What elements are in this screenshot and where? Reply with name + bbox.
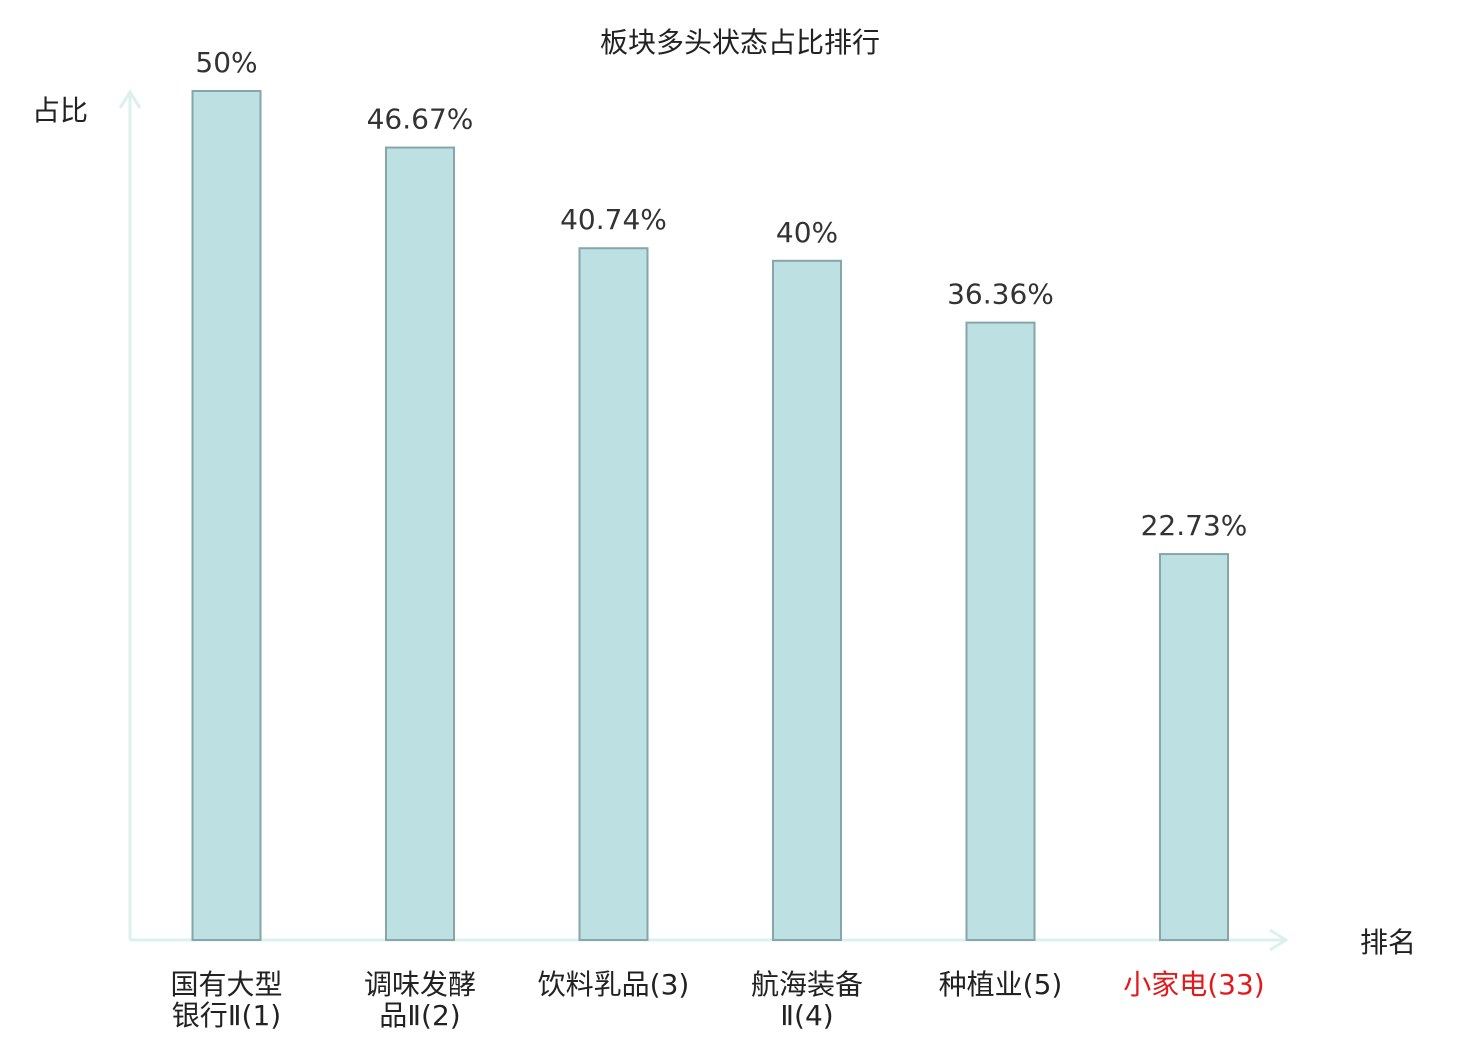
x-axis-label: 排名 [1360,926,1416,959]
category-label-line: 品Ⅱ(2) [379,999,460,1032]
y-axis-arrow [118,89,142,109]
category-label-line: 饮料乳品(3) [538,968,690,1001]
category-label-line: 种植业(5) [939,968,1063,1001]
category-label: 航海装备 Ⅱ(4) [751,968,863,1032]
bar [578,247,649,941]
y-axis: 占比 [32,89,142,940]
category-label-line: Ⅱ(4) [780,999,833,1032]
bar [772,259,842,941]
data-label: 40% [776,216,838,249]
data-label: 22.73% [1141,509,1248,542]
bar [965,321,1036,942]
bar [191,90,262,941]
data-label: 46.67% [367,103,474,136]
category-label: 小家电(33) [1123,968,1264,1001]
value-labels: 50% 46.67% 40.74% 40% 36.36% 22.73% [195,46,1247,542]
y-axis-label: 占比 [32,94,88,127]
data-label: 40.74% [560,203,667,236]
category-label-line: 小家电(33) [1123,968,1264,1001]
x-axis: 排名 [130,926,1416,959]
category-label-line: 调味发酵 [364,968,476,1001]
category-label: 国有大型银行Ⅱ(1) [170,968,282,1032]
x-axis-arrow [1269,928,1289,952]
chart-title: 板块多头状态占比排行 [600,26,880,59]
bar [385,146,455,941]
data-label: 36.36% [947,278,1054,311]
category-label: 饮料乳品(3) [538,968,690,1001]
data-label: 50% [195,46,257,79]
category-label: 种植业(5) [939,968,1063,1001]
bar [1159,553,1229,942]
category-label: 调味发酵品Ⅱ(2) [364,968,476,1032]
category-label-line: 银行Ⅱ(1) [172,999,281,1032]
category-label-line: 国有大型 [170,968,282,1001]
category-labels: 国有大型银行Ⅱ(1) 调味发酵品Ⅱ(2) 饮料乳品(3) 航海装备 Ⅱ(4) 种植业(5)… [170,968,1264,1032]
category-label-line: 航海装备 [751,968,863,1001]
bars [191,90,1229,942]
